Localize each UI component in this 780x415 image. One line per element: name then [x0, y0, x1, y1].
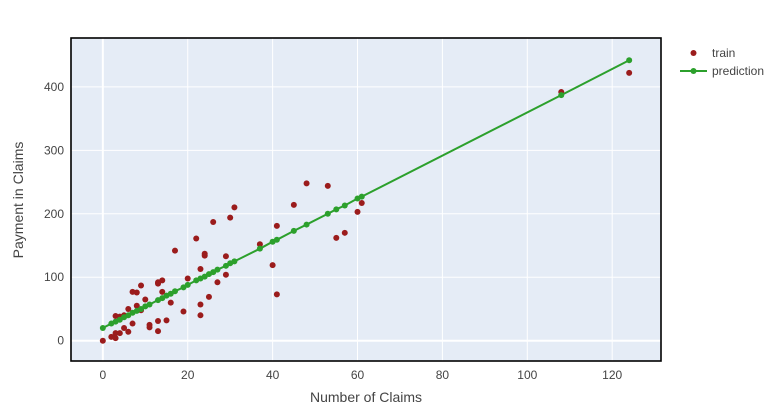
- y-axis-title: Payment in Claims: [10, 142, 26, 259]
- train-point: [121, 325, 128, 332]
- train-point: [193, 235, 200, 242]
- legend-label: prediction: [712, 64, 764, 78]
- train-point: [626, 69, 633, 76]
- x-tick-label: 120: [602, 368, 622, 382]
- prediction-point: [358, 193, 365, 200]
- train-point: [146, 324, 153, 331]
- train-point: [214, 279, 221, 286]
- train-point: [159, 288, 166, 295]
- train-point: [155, 318, 162, 325]
- legend-label: train: [712, 46, 735, 60]
- train-point: [129, 320, 136, 327]
- train-point: [138, 282, 145, 289]
- train-point: [125, 305, 132, 312]
- train-point: [142, 296, 149, 303]
- train-point: [180, 308, 187, 315]
- legend-swatch-marker: [690, 50, 697, 56]
- y-tick-label: 100: [44, 270, 64, 284]
- train-point: [184, 275, 191, 282]
- prediction-point: [256, 245, 263, 252]
- x-tick-labels: 0 20 40 60 80 100 120: [99, 368, 622, 382]
- y-tick-label: 200: [44, 207, 64, 221]
- train-point: [116, 330, 123, 337]
- train-point: [333, 234, 340, 241]
- train-point: [354, 208, 361, 215]
- train-point: [197, 265, 204, 272]
- y-tick-label: 0: [57, 334, 64, 348]
- legend-swatch-marker: [690, 68, 697, 74]
- prediction-point: [184, 281, 191, 288]
- legend[interactable]: train prediction: [680, 46, 764, 78]
- prediction-point: [324, 210, 331, 217]
- prediction-point: [333, 206, 340, 213]
- train-point: [358, 199, 365, 206]
- y-tick-labels: 0 100 200 300 400: [44, 80, 64, 348]
- train-point: [167, 299, 174, 306]
- prediction-point: [558, 92, 565, 99]
- train-point: [269, 262, 276, 269]
- train-point: [256, 241, 263, 248]
- train-point: [108, 333, 115, 340]
- train-point: [129, 288, 136, 295]
- train-point: [133, 302, 140, 309]
- x-tick-label: 100: [517, 368, 537, 382]
- legend-item-train[interactable]: train: [690, 46, 736, 60]
- plot-frame: [70, 37, 662, 362]
- prediction-point: [290, 227, 297, 234]
- train-point: [324, 182, 331, 189]
- train-point: [273, 222, 280, 229]
- train-point: [303, 180, 310, 187]
- prediction-point: [146, 301, 153, 308]
- grid-lines: [71, 38, 661, 361]
- train-point: [197, 301, 204, 308]
- train-point: [112, 312, 119, 319]
- prediction-point: [303, 221, 310, 228]
- y-tick-label: 400: [44, 80, 64, 94]
- series-prediction: [99, 57, 633, 332]
- train-point: [163, 317, 170, 324]
- train-point: [112, 330, 119, 337]
- train-point: [227, 214, 234, 221]
- prediction-point: [171, 288, 178, 295]
- prediction-point: [341, 202, 348, 209]
- train-point: [273, 291, 280, 298]
- prediction-point: [273, 236, 280, 243]
- train-point: [201, 252, 208, 259]
- train-point: [231, 204, 238, 211]
- train-point: [99, 337, 106, 344]
- train-point: [210, 219, 217, 226]
- train-point: [155, 328, 162, 335]
- train-point: [222, 253, 229, 260]
- train-point: [290, 201, 297, 208]
- x-tick-label: 40: [266, 368, 280, 382]
- train-point: [222, 271, 229, 278]
- x-tick-label: 20: [181, 368, 195, 382]
- train-point: [155, 280, 162, 287]
- prediction-point: [231, 258, 238, 265]
- prediction-point: [99, 325, 106, 332]
- prediction-point: [626, 57, 633, 64]
- y-tick-label: 300: [44, 143, 64, 157]
- train-point: [205, 293, 212, 300]
- x-axis-title: Number of Claims: [310, 389, 422, 405]
- legend-item-prediction[interactable]: prediction: [680, 64, 764, 78]
- train-point: [171, 247, 178, 254]
- train-point: [197, 312, 204, 319]
- x-tick-label: 0: [99, 368, 106, 382]
- train-point: [341, 229, 348, 236]
- x-tick-label: 80: [436, 368, 450, 382]
- series-layer: [99, 57, 633, 344]
- prediction-point: [214, 266, 221, 273]
- train-point: [125, 328, 132, 335]
- x-tick-label: 60: [351, 368, 365, 382]
